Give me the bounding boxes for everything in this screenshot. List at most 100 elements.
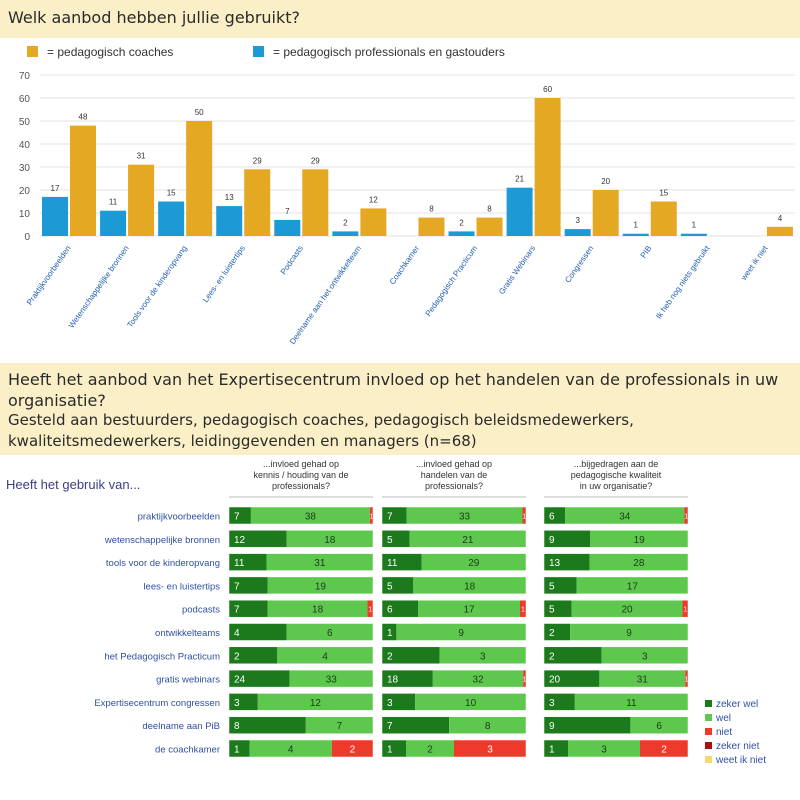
segment-value-label: 8	[485, 721, 491, 732]
segment-value-label: 1	[685, 677, 689, 684]
segment-value-label: 1	[387, 628, 393, 639]
segment-value-label: 3	[601, 745, 607, 756]
bar-value-label: 13	[225, 193, 234, 202]
section2-title: Heeft het aanbod van het Expertisecentru…	[8, 370, 779, 410]
x-category-label: weet ik niet	[739, 243, 770, 282]
segment-value-label: 33	[326, 675, 338, 686]
bar-outline	[228, 576, 374, 595]
bar-coaches-5	[360, 208, 387, 236]
bar-value-label: 11	[109, 198, 118, 207]
segment-zeker-wel	[544, 693, 575, 711]
segment-value-label: 9	[458, 628, 464, 639]
segment-zeker-wel	[544, 576, 577, 594]
segment-wel	[413, 576, 526, 594]
row-label: lees- en luistertips	[143, 581, 220, 592]
legend-label-3: zeker niet	[716, 741, 760, 752]
bar-professionals-4	[274, 219, 301, 236]
legend-label-1: wel	[715, 713, 731, 724]
segment-value-label: 5	[549, 581, 555, 592]
bar-value-label: 29	[253, 156, 262, 165]
bar-outline	[228, 530, 374, 548]
y-tick-label: 70	[19, 71, 31, 82]
segment-niet	[523, 670, 526, 688]
bar-outline	[543, 739, 689, 758]
segment-value-label: 5	[387, 535, 393, 546]
segment-value-label: 31	[637, 675, 649, 686]
segment-niet	[520, 600, 526, 618]
x-category-label: Praktijkvoorbeelden	[25, 244, 73, 307]
segment-value-label: 17	[627, 581, 639, 592]
legend-label-2: niet	[716, 727, 732, 738]
usage-bar-chart: = pedagogisch coaches = pedagogisch profe…	[19, 45, 795, 346]
bar-outline	[381, 693, 527, 711]
legend-label-0: zeker wel	[716, 699, 758, 710]
bar-value-label: 12	[369, 195, 378, 204]
segment-zeker-wel	[229, 507, 251, 524]
panel-header-0: ...invloed gehad op kennis / houding van …	[253, 459, 348, 491]
bar-value-label: 17	[51, 184, 60, 193]
y-tick-label: 20	[19, 186, 31, 197]
bar-outline	[228, 716, 374, 734]
segment-value-label: 1	[387, 745, 393, 756]
bar-value-label: 29	[311, 156, 320, 165]
bar-value-label: 1	[692, 221, 697, 230]
segment-value-label: 29	[468, 558, 480, 569]
segment-value-label: 1	[523, 677, 527, 684]
segment-value-label: 4	[288, 745, 294, 756]
segment-value-label: 9	[549, 535, 555, 546]
bar-professionals-5	[332, 231, 359, 236]
segment-zeker-wel	[382, 716, 450, 734]
bar-professionals-11	[680, 233, 707, 236]
segment-zeker-wel	[544, 623, 571, 641]
segment-zeker-wel	[544, 740, 568, 757]
segment-value-label: 6	[327, 628, 333, 639]
bar-outline	[543, 716, 689, 734]
segment-wel	[601, 646, 688, 664]
bar-coaches-7	[476, 217, 503, 236]
segment-value-label: 12	[234, 535, 246, 546]
segment-value-label: 18	[324, 535, 336, 546]
x-category-label: Wetenschappelijke bronnen	[67, 244, 131, 330]
chart2-title: Heeft het gebruik van...	[6, 477, 140, 492]
bar-outline	[381, 669, 527, 688]
bar-outline	[228, 646, 374, 665]
segment-niet	[684, 507, 688, 524]
segment-zeker-wel	[382, 576, 414, 594]
segment-wel	[286, 623, 373, 641]
segment-zeker-wel	[544, 646, 602, 664]
segment-niet	[685, 670, 688, 688]
segment-wel	[267, 576, 373, 594]
segment-value-label: 1	[369, 514, 373, 521]
segment-zeker-wel	[544, 670, 600, 688]
bar-value-label: 8	[429, 205, 434, 214]
segment-zeker-wel	[229, 670, 290, 688]
x-category-label: Gratis Webinars	[497, 244, 537, 296]
legend-label-1: = pedagogisch professionals en gastouder…	[273, 45, 505, 59]
segment-wel	[289, 670, 373, 688]
segment-zeker-wel	[382, 693, 416, 711]
segment-value-label: 17	[463, 605, 475, 616]
segment-value-label: 2	[661, 745, 667, 756]
x-category-label: Congressen	[563, 244, 595, 285]
segment-zeker-wel	[382, 646, 440, 664]
segment-wel	[418, 600, 520, 618]
row-label: praktijkvoorbeelden	[138, 512, 220, 523]
x-category-label: Coachkamer	[388, 244, 422, 287]
legend-swatch-0	[27, 46, 38, 57]
section2-banner: Heeft het aanbod van het Expertisecentru…	[0, 363, 800, 455]
segment-value-label: 2	[387, 651, 393, 662]
bar-professionals-2	[158, 201, 185, 236]
row-label: gratis webinars	[156, 675, 220, 686]
segment-value-label: 4	[234, 628, 240, 639]
segment-value-label: 18	[312, 605, 324, 616]
segment-zeker-wel	[229, 623, 287, 641]
segment-value-label: 3	[234, 698, 240, 709]
segment-zeker-wel	[544, 530, 591, 548]
segment-value-label: 13	[549, 558, 561, 569]
legend-label-4: weet ik niet	[715, 755, 766, 766]
bar-outline	[543, 693, 689, 711]
segment-niet	[640, 740, 688, 757]
segment-value-label: 33	[459, 512, 471, 523]
segment-niet	[682, 600, 688, 618]
segment-value-label: 11	[234, 558, 245, 569]
